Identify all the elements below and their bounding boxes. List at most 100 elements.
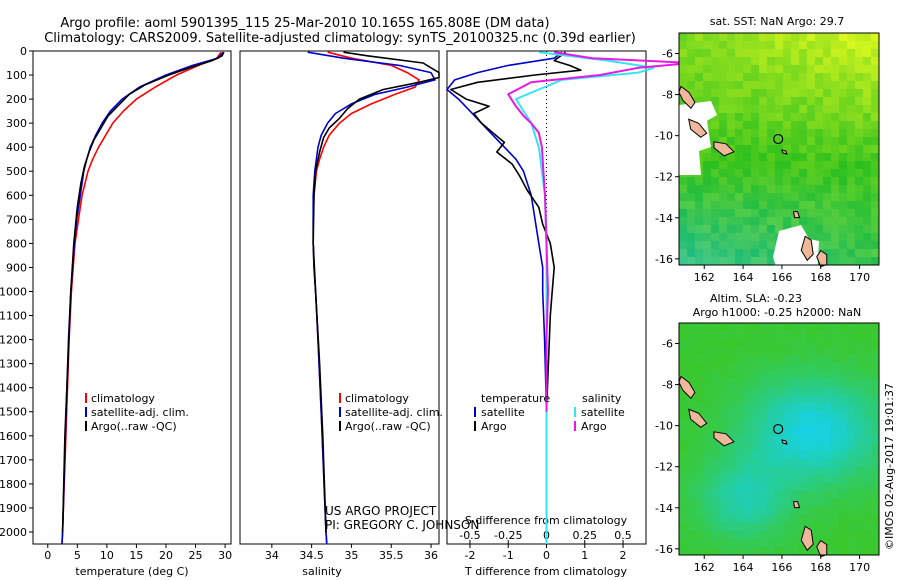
map-grid-cell <box>727 249 735 257</box>
sla-map-frame <box>678 322 880 556</box>
map-grid-cell <box>695 249 703 257</box>
map-grid-cell <box>863 89 871 97</box>
map-grid-cell <box>775 395 783 403</box>
map-grid-cell <box>751 145 759 153</box>
map-grid-cell <box>831 233 839 241</box>
map-grid-cell <box>727 323 735 331</box>
map-grid-cell <box>743 193 751 201</box>
map-grid-cell <box>791 515 799 523</box>
map-grid-cell <box>695 547 703 555</box>
map-grid-cell <box>687 49 695 57</box>
map-grid-cell <box>823 33 831 41</box>
map-grid-cell <box>679 459 687 467</box>
map-grid-cell <box>783 411 791 419</box>
map-grid-cell <box>831 169 839 177</box>
map-grid-cell <box>687 499 695 507</box>
map-grid-cell <box>735 33 743 41</box>
map-grid-cell <box>719 113 727 121</box>
map-grid-cell <box>823 427 831 435</box>
map-grid-cell <box>807 145 815 153</box>
map-grid-cell <box>679 467 687 475</box>
map-grid-cell <box>687 539 695 547</box>
map-grid-cell <box>743 65 751 73</box>
map-grid-cell <box>703 81 711 89</box>
map-grid-cell <box>711 185 719 193</box>
timestamp-label: ©IMOS 02-Aug-2017 19:01:37 <box>883 383 896 550</box>
map-grid-cell <box>855 65 863 73</box>
map-grid-cell <box>735 89 743 97</box>
map-grid-cell <box>855 73 863 81</box>
map-grid-cell <box>679 507 687 515</box>
map-grid-cell <box>727 523 735 531</box>
map-grid-cell <box>679 411 687 419</box>
map-grid-cell <box>847 129 855 137</box>
map-grid-cell <box>823 185 831 193</box>
map-grid-cell <box>823 347 831 355</box>
longitude-tick-label: 162 <box>694 271 715 284</box>
map-grid-cell <box>847 241 855 249</box>
map-grid-cell <box>687 347 695 355</box>
map-grid-cell <box>743 105 751 113</box>
map-grid-cell <box>751 257 759 265</box>
map-grid-cell <box>727 499 735 507</box>
map-grid-cell <box>783 89 791 97</box>
map-grid-cell <box>743 507 751 515</box>
map-grid-cell <box>767 257 775 265</box>
map-grid-cell <box>759 467 767 475</box>
map-grid-cell <box>791 467 799 475</box>
map-grid-cell <box>679 57 687 65</box>
map-grid-cell <box>727 467 735 475</box>
island-landmass <box>792 501 801 509</box>
map-grid-cell <box>847 145 855 153</box>
map-grid-cell <box>839 355 847 363</box>
map-grid-cell <box>711 483 719 491</box>
salinity-difference-tick-label: 0.25 <box>573 529 598 542</box>
map-grid-cell <box>743 137 751 145</box>
map-grid-cell <box>799 73 807 81</box>
map-grid-cell <box>807 491 815 499</box>
map-grid-cell <box>743 97 751 105</box>
map-grid-cell <box>759 113 767 121</box>
map-grid-cell <box>815 201 823 209</box>
map-grid-cell <box>791 73 799 81</box>
map-grid-cell <box>839 241 847 249</box>
map-grid-cell <box>871 459 879 467</box>
temperature-legend-label: climatology <box>91 392 155 405</box>
map-grid-cell <box>735 547 743 555</box>
map-grid-cell <box>679 435 687 443</box>
latitude-tick-label: -6 <box>662 48 673 61</box>
difference-series-line <box>446 51 563 544</box>
map-grid-cell <box>727 137 735 145</box>
map-grid-cell <box>783 113 791 121</box>
map-grid-cell <box>687 443 695 451</box>
map-grid-cell <box>743 153 751 161</box>
map-grid-cell <box>703 169 711 177</box>
map-grid-cell <box>823 355 831 363</box>
map-grid-cell <box>791 193 799 201</box>
map-grid-cell <box>719 403 727 411</box>
map-grid-cell <box>743 323 751 331</box>
map-grid-cell <box>743 225 751 233</box>
map-grid-cell <box>743 145 751 153</box>
map-grid-cell <box>791 395 799 403</box>
map-grid-cell <box>783 507 791 515</box>
map-grid-cell <box>847 379 855 387</box>
map-grid-cell <box>759 515 767 523</box>
map-grid-cell <box>855 435 863 443</box>
map-grid-cell <box>823 177 831 185</box>
map-grid-cell <box>839 427 847 435</box>
map-grid-cell <box>847 121 855 129</box>
map-grid-cell <box>791 491 799 499</box>
map-grid-cell <box>679 41 687 49</box>
map-grid-cell <box>703 379 711 387</box>
map-grid-cell <box>767 113 775 121</box>
salinity-axis-label: salinity <box>302 565 342 578</box>
map-grid-cell <box>695 233 703 241</box>
map-grid-cell <box>839 323 847 331</box>
map-grid-cell <box>815 491 823 499</box>
map-grid-cell <box>783 209 791 217</box>
difference-panel: -2 -1 0 1 2-0.5 -0.25 0 0.25 0.5S difference fro… <box>446 50 693 578</box>
map-grid-cell <box>767 89 775 97</box>
map-grid-cell <box>759 97 767 105</box>
map-grid-cell <box>847 137 855 145</box>
